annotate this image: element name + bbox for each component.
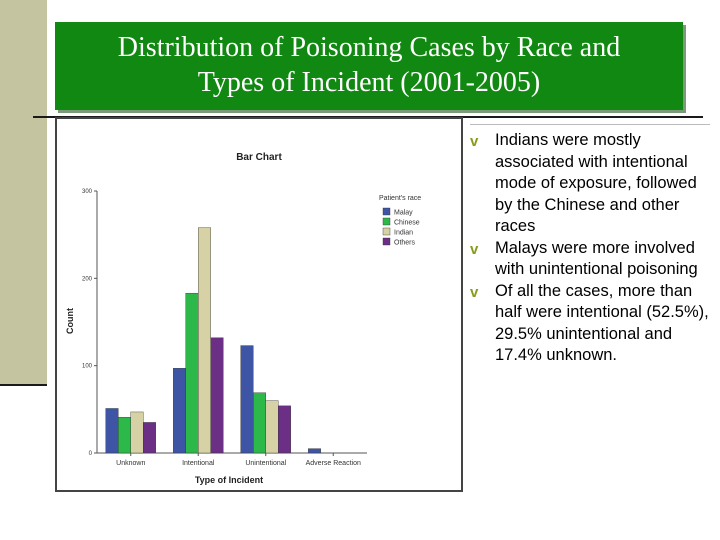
x-axis-label: Type of Incident bbox=[195, 475, 263, 485]
bullet-item: v Indians were mostly associated with int… bbox=[470, 130, 715, 238]
legend-swatch bbox=[382, 207, 391, 216]
bar-indian bbox=[130, 411, 144, 454]
legend-label: Indian bbox=[394, 230, 413, 237]
legend-title: Patient's race bbox=[379, 195, 421, 202]
x-tick-label: Unknown bbox=[116, 460, 145, 467]
x-tick-label: Unintentional bbox=[245, 460, 286, 467]
bar-chinese bbox=[118, 416, 131, 454]
bar-indian bbox=[265, 400, 279, 454]
bar-malay bbox=[240, 345, 254, 454]
bullet-item: v Of all the cases, more than half were i… bbox=[470, 281, 715, 367]
y-tick-label: 300 bbox=[82, 189, 93, 195]
chart-panel: Bar Chart Count Type of Incident Patient… bbox=[55, 117, 463, 492]
legend: Malay Chinese Indian Others bbox=[382, 207, 420, 247]
legend-swatch bbox=[382, 237, 391, 246]
legend-label: Malay bbox=[394, 210, 413, 217]
bullet-list: v Indians were mostly associated with int… bbox=[470, 130, 715, 367]
legend-swatch bbox=[382, 217, 391, 226]
x-tick-label: Intentional bbox=[182, 460, 215, 467]
bullet-text: Malays were more involved with unintenti… bbox=[495, 238, 698, 279]
bullet-icon: v bbox=[470, 133, 479, 150]
title-banner: Distribution of Poisoning Cases by Race … bbox=[55, 22, 683, 110]
y-tick-label: 200 bbox=[82, 276, 93, 282]
bar-malay bbox=[105, 408, 119, 454]
bullet-icon: v bbox=[470, 240, 479, 258]
title-divider-secondary bbox=[470, 124, 710, 125]
y-tick-label: 0 bbox=[89, 451, 93, 457]
x-tick-label: Adverse Reaction bbox=[306, 460, 361, 467]
bar-others bbox=[143, 422, 156, 454]
left-decorative-band bbox=[0, 0, 47, 385]
bar-chinese bbox=[253, 392, 266, 454]
bar-malay bbox=[308, 448, 321, 454]
left-decorative-rule bbox=[0, 384, 47, 386]
bar-others bbox=[210, 337, 224, 454]
bullet-text: Indians were mostly associated with inte… bbox=[495, 131, 697, 235]
bar-indian bbox=[198, 227, 211, 454]
bullet-icon: v bbox=[470, 283, 479, 301]
slide-title: Distribution of Poisoning Cases by Race … bbox=[117, 32, 621, 98]
legend-label: Others bbox=[394, 240, 416, 247]
y-tick-label: 100 bbox=[82, 364, 93, 370]
bar-chinese bbox=[185, 292, 199, 454]
y-axis-label: Count bbox=[65, 308, 75, 334]
bar-others bbox=[278, 405, 291, 454]
bar-chart: Bar Chart Count Type of Incident Patient… bbox=[65, 152, 421, 485]
bar-malay bbox=[173, 368, 186, 454]
plot-area: 0 100 200 300 Unknown Intentional Unintentiona… bbox=[82, 189, 367, 467]
legend-swatch bbox=[382, 227, 391, 236]
chart-title: Bar Chart bbox=[236, 152, 282, 163]
bullet-text: Of all the cases, more than half were in… bbox=[495, 281, 709, 365]
bullet-item: v Malays were more involved with unintent… bbox=[470, 238, 715, 281]
legend-label: Chinese bbox=[394, 220, 420, 227]
